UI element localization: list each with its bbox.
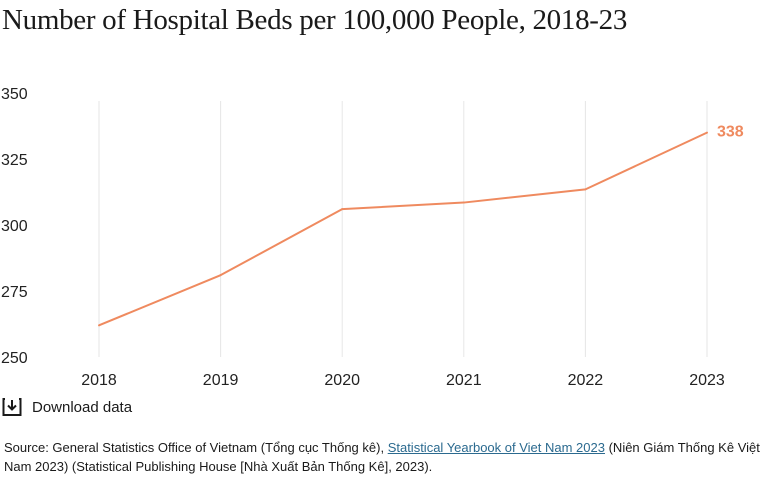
y-tick-label: 275 <box>1 284 28 301</box>
source-note: Source: General Statistics Office of Vie… <box>4 438 774 476</box>
y-tick-label: 350 <box>1 86 28 103</box>
download-data-label: Download data <box>32 398 133 416</box>
source-link[interactable]: Statistical Yearbook of Viet Nam 2023 <box>387 440 605 455</box>
source-suffix: (Niên Giám Thống Kê Việt Nam 2023) (Stat… <box>4 440 760 474</box>
download-data-button[interactable]: Download data <box>2 397 132 417</box>
y-tick-label: 250 <box>1 350 28 367</box>
data-point-2023 <box>706 131 708 134</box>
y-tick-label: 325 <box>1 152 28 169</box>
chart-title: Number of Hospital Beds per 100,000 Peop… <box>2 4 628 36</box>
x-tick-label: 2020 <box>324 372 360 389</box>
x-tick-label: 2021 <box>446 372 482 389</box>
end-value-label: 338 <box>717 124 744 141</box>
y-tick-label: 300 <box>1 218 28 235</box>
x-tick-label: 2019 <box>203 372 239 389</box>
download-icon <box>2 397 22 417</box>
x-tick-label: 2018 <box>81 372 117 389</box>
data-point-2022 <box>584 188 587 191</box>
data-point-2019 <box>219 274 222 277</box>
series-line <box>98 131 708 327</box>
data-point-2018 <box>98 324 100 327</box>
data-point-2020 <box>341 208 344 211</box>
x-tick-label: 2022 <box>568 372 604 389</box>
x-tick-label: 2023 <box>689 372 725 389</box>
source-prefix: Source: General Statistics Office of Vie… <box>4 440 388 455</box>
line-chart: 2018 2019 2020 2021 2022 2023 350 325 300 275 250 3… <box>1 86 744 389</box>
data-point-2021 <box>462 201 465 204</box>
